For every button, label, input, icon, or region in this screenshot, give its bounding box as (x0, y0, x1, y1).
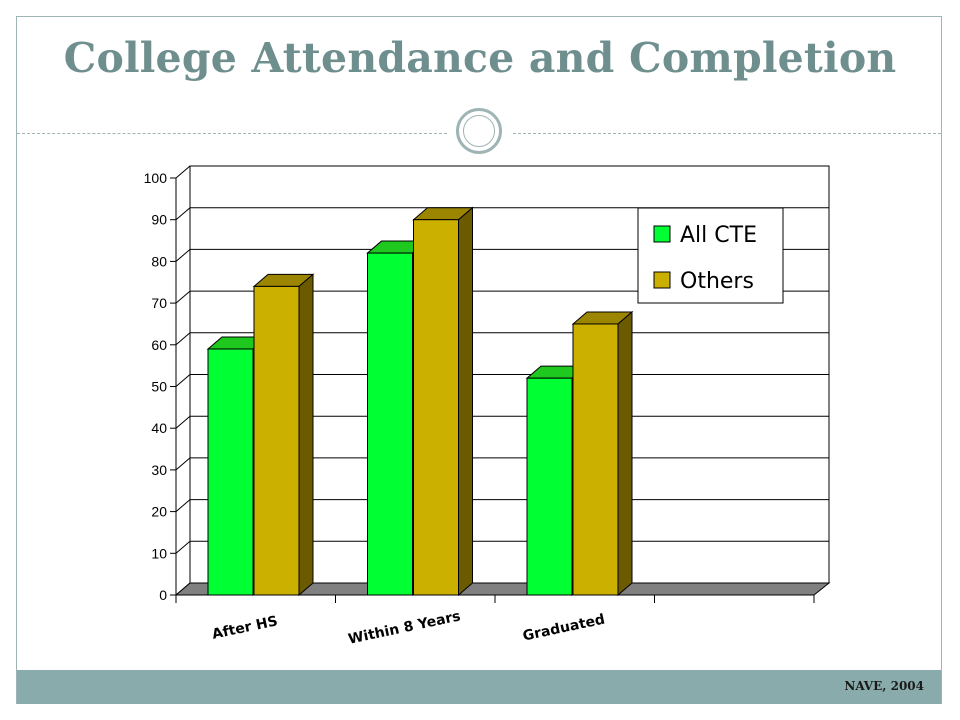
bar-side (458, 206, 473, 597)
x-category-label: Within 8 Years (347, 608, 462, 647)
legend: All CTE Others (637, 207, 784, 304)
circle-ornament-icon (456, 108, 502, 154)
title-divider-right (513, 133, 941, 134)
y-tick-label: 30 (151, 462, 167, 478)
y-tick-label: 70 (151, 295, 167, 311)
gridline-depth (175, 540, 191, 554)
slide-title: College Attendance and Completion (63, 34, 897, 82)
gridline-depth (175, 249, 191, 262)
bar-all-cte-3 (526, 377, 573, 596)
gridline-depth (175, 165, 191, 179)
bar-side (617, 310, 633, 597)
bar-all-cte-1 (207, 348, 254, 596)
legend-swatch (653, 225, 671, 243)
bar-others-3 (572, 323, 619, 596)
bar-all-cte-2 (367, 252, 413, 596)
bar-side (298, 273, 314, 597)
y-tick-label: 50 (151, 379, 167, 395)
bar-others-1 (253, 285, 300, 596)
y-tick-label: 40 (151, 420, 167, 436)
y-tick-label: 80 (151, 253, 167, 269)
gridline-depth (175, 499, 191, 512)
title-divider-left (17, 133, 447, 134)
gridline-depth (175, 457, 191, 471)
y-tick-label: 100 (144, 170, 168, 186)
gridline-depth (175, 332, 191, 346)
gridline-depth (175, 374, 191, 387)
x-category-label: After HS (211, 613, 280, 643)
legend-label: Others (680, 269, 754, 294)
y-tick-label: 0 (159, 587, 167, 603)
y-tick-label: 10 (151, 545, 167, 561)
y-tick-label: 90 (151, 212, 167, 228)
gridline-depth (175, 207, 191, 221)
y-tick-label: 20 (151, 504, 167, 520)
legend-swatch (653, 271, 671, 289)
footer-bar (17, 670, 941, 704)
legend-label: All CTE (680, 223, 757, 248)
bar-others-2 (413, 219, 459, 596)
y-tick-label: 60 (151, 337, 167, 353)
source-citation: NAVE, 2004 (844, 679, 924, 693)
gridline-depth (175, 290, 191, 304)
gridline-depth (175, 415, 191, 429)
bars-layer (206, 206, 634, 597)
x-category-label: Graduated (521, 612, 606, 645)
